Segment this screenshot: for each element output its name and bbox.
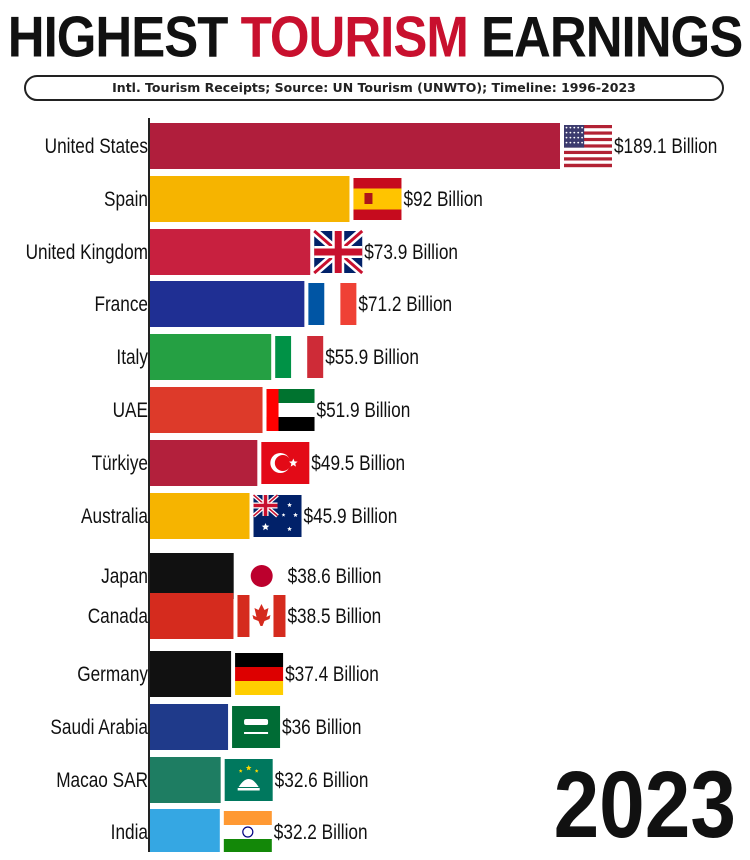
bar xyxy=(150,757,221,803)
flag-uk-icon xyxy=(311,227,365,277)
bar xyxy=(150,553,234,599)
category-label: Australia xyxy=(81,506,148,529)
category-label: Italy xyxy=(116,347,148,370)
bar xyxy=(150,493,250,539)
value-label: $92 Billion xyxy=(403,189,482,212)
y-axis-line xyxy=(148,118,150,852)
year-label: 2023 xyxy=(553,753,736,858)
category-label: India xyxy=(111,822,149,845)
category-label: Spain xyxy=(104,189,148,212)
chart-subtitle: Intl. Tourism Receipts; Source: UN Touri… xyxy=(24,75,724,101)
flag-france-icon xyxy=(308,283,357,325)
flag-canada-icon xyxy=(237,595,286,637)
bar xyxy=(150,123,560,169)
flag-saudi-arabia-icon xyxy=(232,706,281,748)
value-label: $45.9 Billion xyxy=(304,506,398,529)
category-label: Japan xyxy=(101,566,148,589)
category-label: Macao SAR xyxy=(56,770,148,793)
value-label: $73.9 Billion xyxy=(364,242,458,265)
title-highlight: TOURISM xyxy=(240,5,469,69)
bar xyxy=(150,704,229,750)
category-label: United Kingdom xyxy=(26,242,148,265)
bar xyxy=(150,176,350,222)
value-label: $37.4 Billion xyxy=(285,664,379,687)
title-part2: EARNINGS xyxy=(467,5,743,69)
chart-title: HIGHEST TOURISM EARNINGS xyxy=(0,4,750,70)
flag-macao-icon xyxy=(224,759,273,801)
flag-spain-icon xyxy=(353,178,402,220)
category-label: Saudi Arabia xyxy=(50,717,148,740)
bar xyxy=(150,651,232,697)
bar xyxy=(150,593,234,639)
flag-uae-icon xyxy=(266,389,315,431)
value-label: $38.6 Billion xyxy=(288,566,382,589)
category-label: Canada xyxy=(88,606,149,629)
flag-australia-icon xyxy=(252,493,302,537)
flag-japan-icon xyxy=(237,555,286,597)
value-label: $49.5 Billion xyxy=(311,453,405,476)
category-label: Türkiye xyxy=(92,453,148,476)
flag-india-icon xyxy=(223,811,272,852)
value-label: $55.9 Billion xyxy=(325,347,419,370)
value-label: $189.1 Billion xyxy=(614,136,717,159)
value-label: $32.2 Billion xyxy=(274,822,368,845)
value-label: $71.2 Billion xyxy=(358,294,452,317)
bar xyxy=(150,387,263,433)
value-label: $51.9 Billion xyxy=(317,400,411,423)
category-label: UAE xyxy=(113,400,148,423)
value-label: $32.6 Billion xyxy=(275,770,369,793)
value-label: $36 Billion xyxy=(282,717,361,740)
category-label: Germany xyxy=(77,664,148,687)
value-label: $38.5 Billion xyxy=(287,606,381,629)
flag-usa-icon xyxy=(564,125,612,168)
flag-germany-icon xyxy=(235,653,284,695)
bar xyxy=(150,809,220,852)
flag-italy-icon xyxy=(275,336,324,378)
category-label: France xyxy=(94,294,148,317)
category-label: United States xyxy=(45,136,148,159)
bar xyxy=(150,229,311,275)
bar xyxy=(150,440,258,486)
bar xyxy=(150,334,272,380)
flag-turkiye-icon xyxy=(261,442,310,484)
bar xyxy=(150,281,305,327)
title-part1: HIGHEST xyxy=(7,5,241,69)
